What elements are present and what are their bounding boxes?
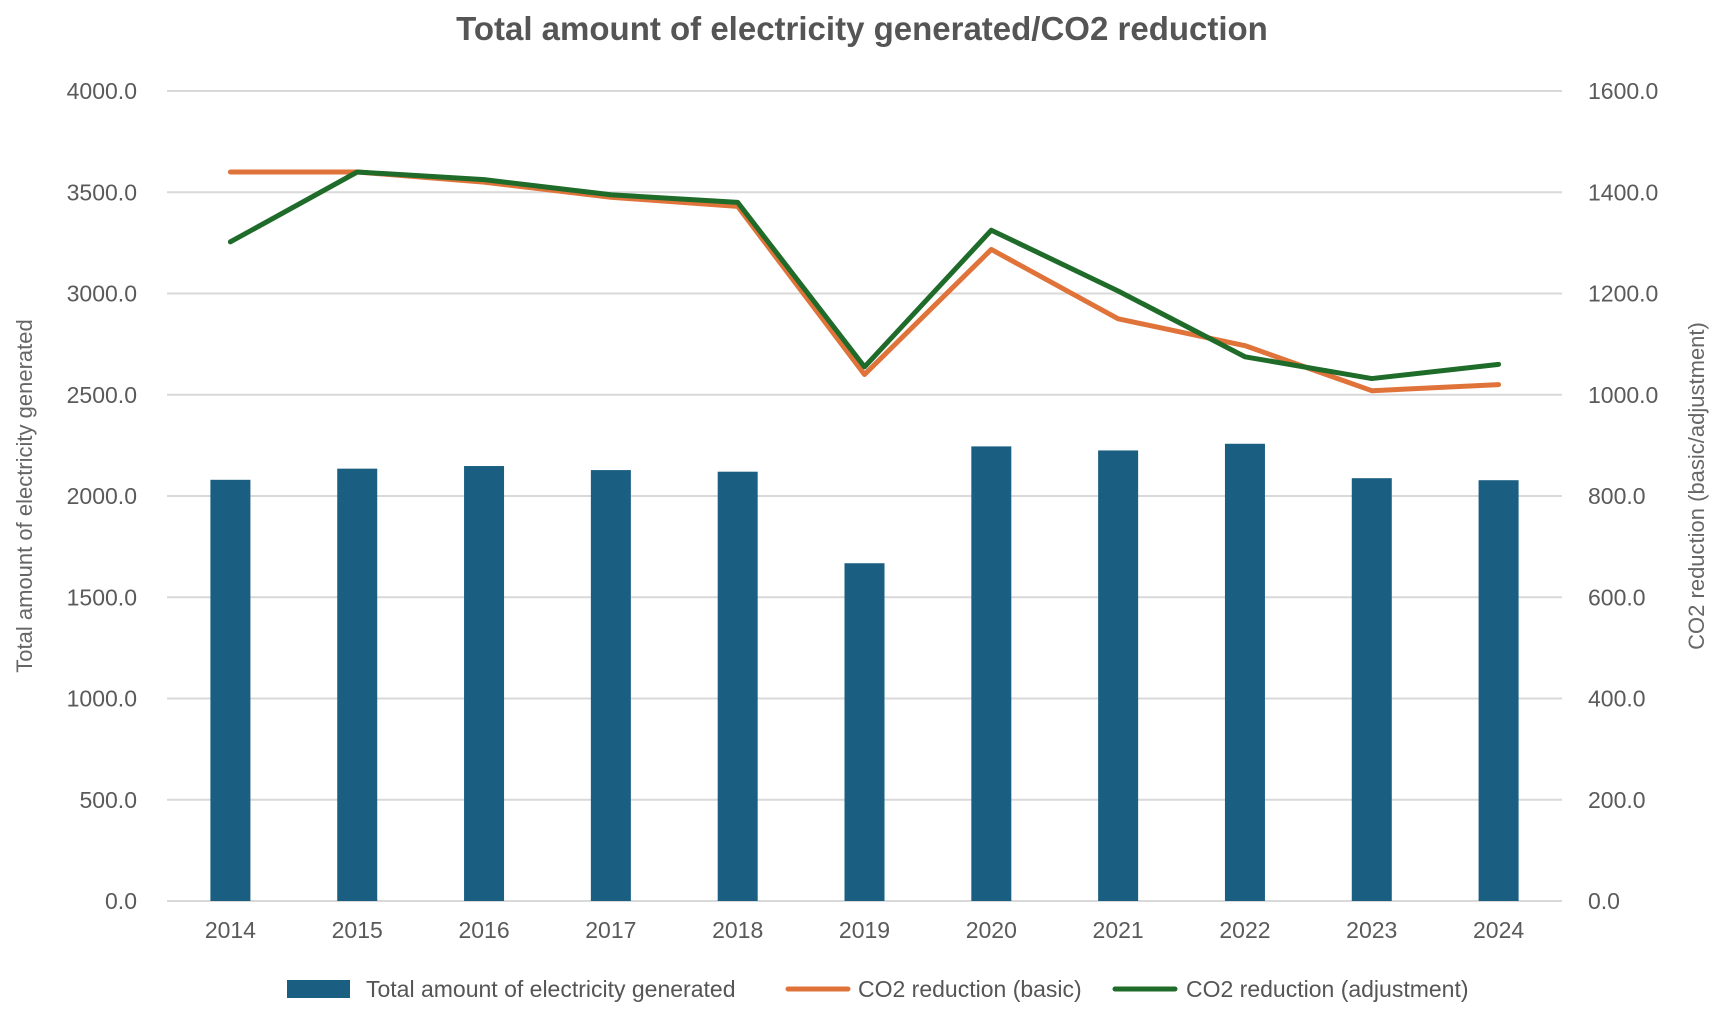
left-axis-tick-label: 3000.0 [67,281,137,307]
left-axis-tick-label: 1000.0 [67,686,137,712]
right-axis-tick-label: 600.0 [1588,584,1646,610]
x-axis-tick-label: 2024 [1473,917,1524,943]
bar-electricity-2020 [971,446,1012,901]
left-axis-tick-label: 4000.0 [67,78,137,104]
legend-label: Total amount of electricity generated [366,976,735,1002]
left-axis-title: Total amount of electricity generated [12,319,37,672]
bar-electricity-2018 [717,471,758,901]
legend-label: CO2 reduction (basic) [858,976,1082,1002]
right-axis-tick-label: 1200.0 [1588,281,1658,307]
right-axis-tick-label: 1000.0 [1588,382,1658,408]
line-series [227,169,1502,394]
x-axis-tick-label: 2022 [1219,917,1270,943]
left-axis-tick-label: 3500.0 [67,179,137,205]
x-axis-tick-label: 2016 [458,917,509,943]
left-axis-tick-label: 2500.0 [67,382,137,408]
axes: 0.0 500.0 1000.0 1500.0 2000.0 2500.0 3000.0 35… [12,78,1709,943]
right-axis-tick-label: 1400.0 [1588,179,1658,205]
x-axis-tick-label: 2023 [1346,917,1397,943]
x-axis-tick-label: 2020 [966,917,1017,943]
right-axis-tick-label: 0.0 [1588,888,1620,914]
right-axis-tick-label: 1600.0 [1588,78,1658,104]
x-axis-tick-label: 2018 [712,917,763,943]
chart-title: Total amount of electricity generated/CO… [456,10,1268,47]
left-axis-tick-label: 500.0 [79,787,137,813]
x-axis-tick-label: 2015 [332,917,383,943]
bar-electricity-2021 [1098,450,1139,901]
right-axis-title: CO2 reduction (basic/adjustment) [1684,322,1709,650]
line-co2-adjustment [227,169,1502,382]
bar-electricity-2024 [1478,480,1519,901]
bar-series [210,443,1519,901]
gridlines [167,90,1562,902]
bar-electricity-2016 [464,466,505,901]
legend: Total amount of electricity generated CO2… [287,976,1469,1002]
line-co2-basic [227,169,1502,394]
x-axis-tick-label: 2019 [839,917,890,943]
x-axis-tick-label: 2014 [205,917,256,943]
bar-electricity-2023 [1351,478,1392,901]
legend-swatch-electricity [287,980,350,998]
bar-electricity-2017 [590,470,631,901]
left-axis-tick-label: 1500.0 [67,584,137,610]
left-axis-tick-label: 2000.0 [67,483,137,509]
bar-electricity-2022 [1224,443,1265,901]
right-axis-tick-label: 800.0 [1588,483,1646,509]
bar-electricity-2014 [210,479,251,901]
left-axis-tick-label: 0.0 [105,888,137,914]
legend-label: CO2 reduction (adjustment) [1186,976,1469,1002]
x-axis-tick-label: 2021 [1093,917,1144,943]
right-axis-tick-label: 200.0 [1588,787,1646,813]
bar-electricity-2015 [337,468,378,901]
x-axis-tick-label: 2017 [585,917,636,943]
bar-electricity-2019 [844,563,885,901]
right-axis-tick-label: 400.0 [1588,686,1646,712]
